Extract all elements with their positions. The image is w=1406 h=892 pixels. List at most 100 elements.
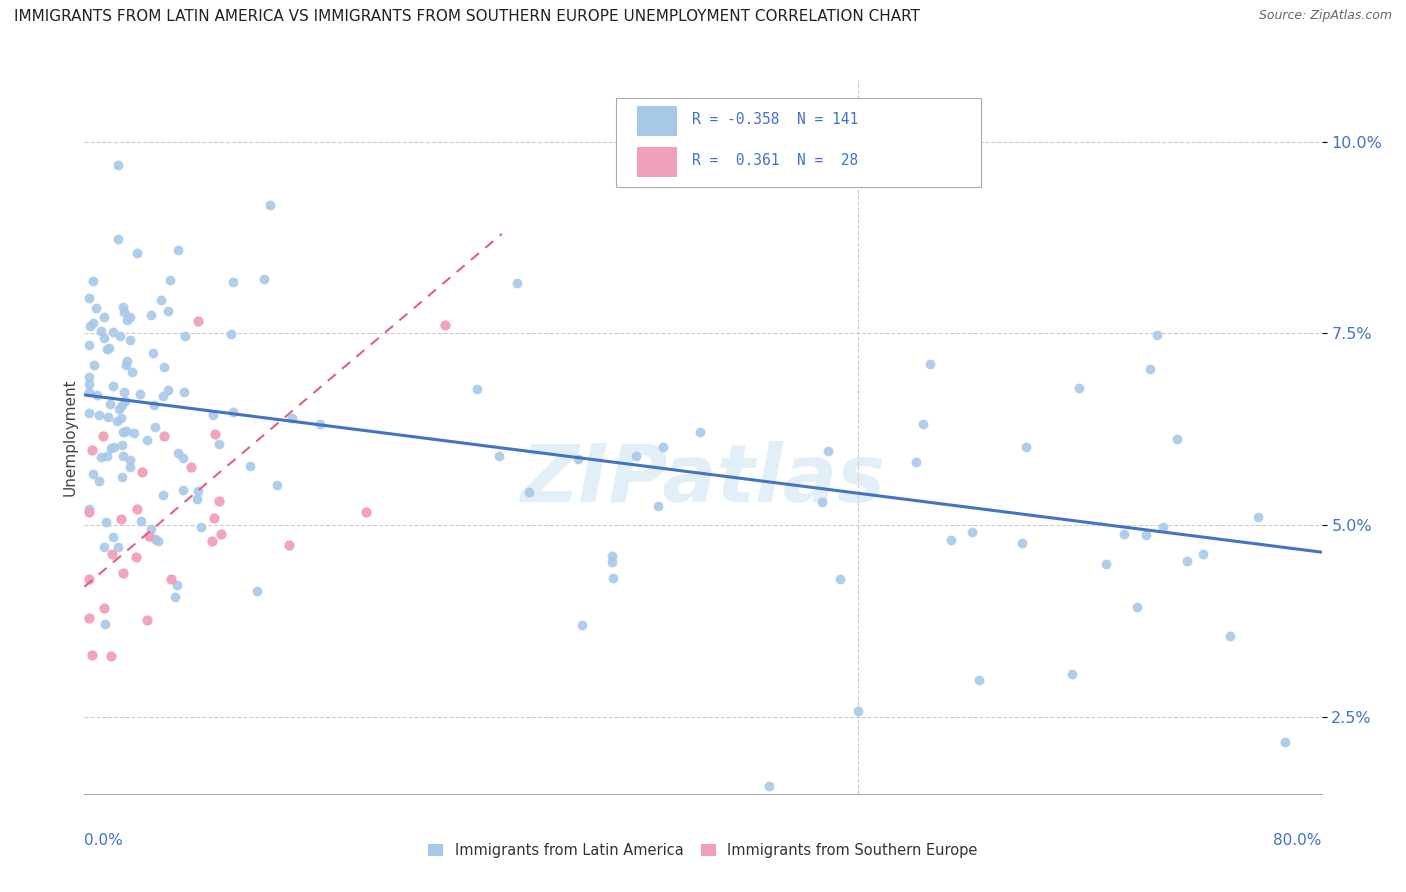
Point [266,478,288,492]
Point [202,510,225,524]
Point [159,573,181,587]
Point [82,648,104,662]
Point [222,405,245,419]
Text: IMMIGRANTS FROM LATIN AMERICA VS IMMIGRANTS FROM SOUTHERN EUROPE UNEMPLOYMENT CO: IMMIGRANTS FROM LATIN AMERICA VS IMMIGRA… [14,9,920,24]
Point [82,316,104,330]
Point [1274,735,1296,749]
Point [142,346,165,360]
Point [135,613,157,627]
Point [145,419,167,434]
Point [91,429,114,443]
Point [817,443,839,458]
Point [100,547,122,561]
Point [172,483,194,498]
Point [571,618,593,632]
Point [77,611,100,625]
Point [143,533,166,547]
Point [101,530,124,544]
Point [120,452,142,467]
Point [1139,362,1161,376]
FancyBboxPatch shape [616,98,981,187]
Point [846,705,869,719]
Point [624,449,647,463]
Point [1095,557,1118,571]
Point [100,648,122,663]
Point [112,449,135,463]
Point [1011,536,1033,550]
Point [96,515,118,529]
Point [93,601,115,615]
Point [187,314,209,328]
Point [146,534,169,549]
Point [517,484,540,499]
Point [79,318,101,333]
Point [105,414,128,428]
Point [125,245,148,260]
Point [117,313,139,327]
Point [157,303,180,318]
Text: R = -0.358  N = 141: R = -0.358 N = 141 [692,112,858,128]
Point [120,460,142,475]
Point [138,529,160,543]
Point [1069,381,1091,395]
Point [173,384,195,399]
Point [107,402,129,417]
Point [758,779,780,793]
Point [259,198,281,212]
Point [139,523,162,537]
Point [1015,440,1038,454]
Point [1192,547,1215,561]
Point [190,520,212,534]
Point [114,393,136,408]
Point [904,455,927,469]
Point [180,459,202,474]
Point [1135,528,1157,542]
Point [567,451,589,466]
Bar [637,146,678,177]
Point [1246,510,1268,524]
Point [122,426,145,441]
Point [111,425,134,440]
Point [152,487,174,501]
Point [811,495,834,509]
Point [125,550,148,565]
Point [120,333,142,347]
Point [77,338,100,352]
Point [652,440,675,454]
Point [93,310,115,324]
Point [186,491,208,506]
Point [689,425,711,439]
Point [488,449,510,463]
Point [112,385,135,400]
Point [277,538,299,552]
Point [86,387,108,401]
Point [103,440,125,454]
Point [115,358,138,372]
Point [208,437,231,451]
Point [82,274,104,288]
Point [356,505,378,519]
Point [139,309,162,323]
Point [163,590,186,604]
Point [174,328,197,343]
Point [209,527,232,541]
Point [434,318,457,333]
Point [77,572,100,586]
Point [110,469,132,483]
Point [647,500,669,514]
Point [107,232,129,246]
Point [246,583,269,598]
Point [1175,554,1198,568]
Point [96,342,118,356]
Point [107,158,129,172]
Point [120,310,142,325]
Point [96,449,118,463]
Point [253,272,276,286]
Point [107,540,129,554]
Point [166,244,188,258]
Point [115,353,138,368]
Point [166,578,188,592]
Point [77,406,100,420]
Point [1060,667,1083,681]
Point [100,441,122,455]
